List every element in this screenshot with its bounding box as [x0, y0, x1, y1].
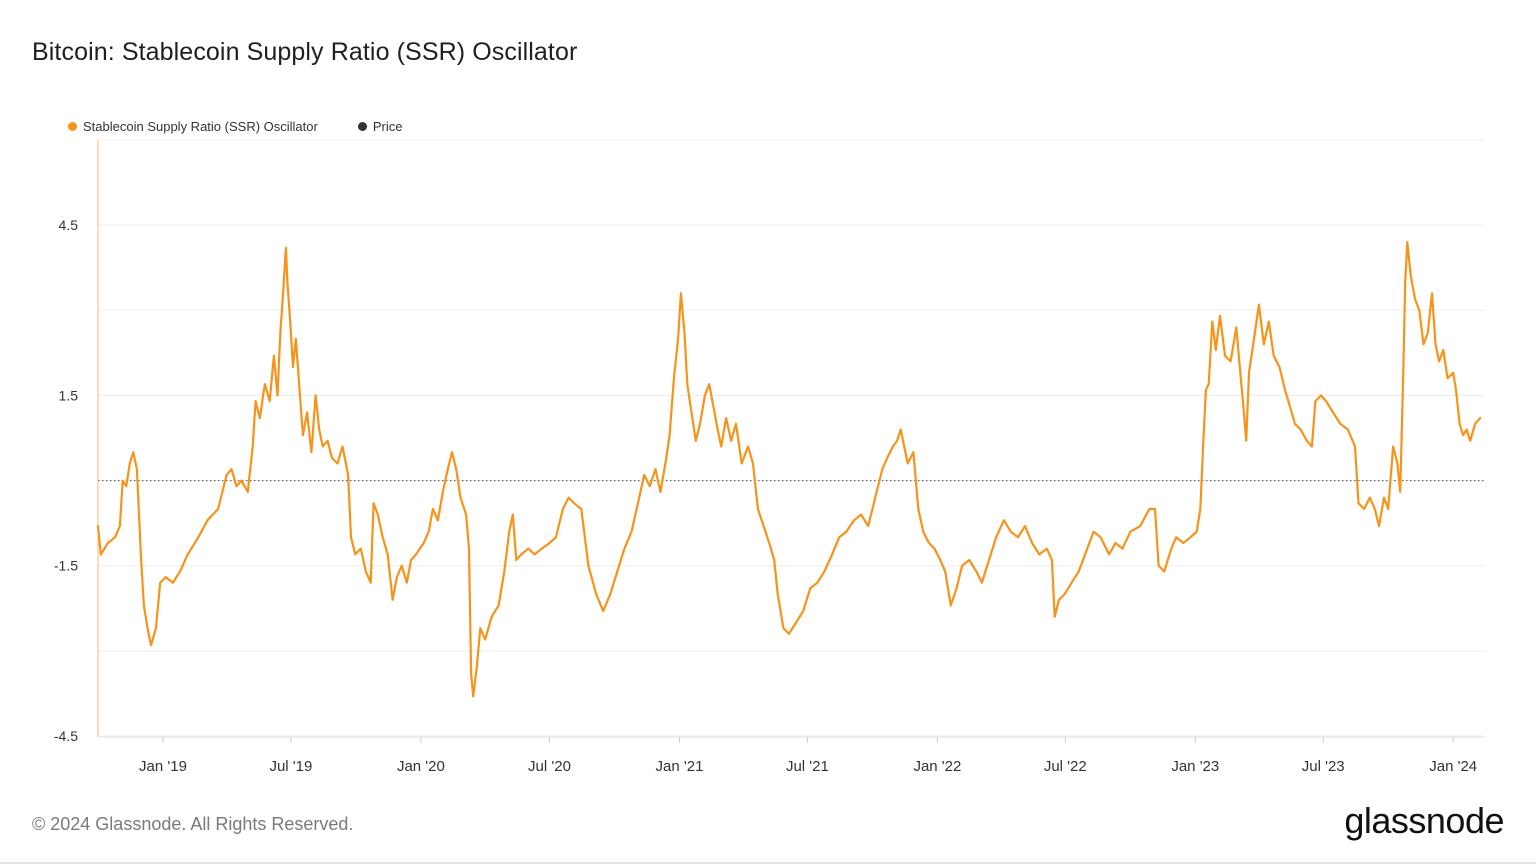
x-tick-label: Jan '22 — [913, 758, 961, 775]
chart-legend: Stablecoin Supply Ratio (SSR) Oscillator… — [68, 119, 442, 134]
x-tick-label: Jul '19 — [269, 758, 312, 775]
copyright-footer: © 2024 Glassnode. All Rights Reserved. — [32, 814, 354, 834]
legend-item-ssr[interactable]: Stablecoin Supply Ratio (SSR) Oscillator — [68, 119, 318, 134]
y-tick-label: -1.5 — [54, 558, 78, 574]
legend-label-price: Price — [372, 119, 403, 134]
x-tick-label: Jan '23 — [1171, 758, 1219, 775]
y-tick-label: 1.5 — [59, 387, 79, 403]
x-tick-label: Jan '24 — [1429, 758, 1477, 775]
y-tick-label: -4.5 — [54, 728, 78, 744]
legend-item-price[interactable]: Price — [357, 119, 403, 134]
legend-label-ssr: Stablecoin Supply Ratio (SSR) Oscillator — [83, 119, 318, 134]
y-tick-label: 4.5 — [59, 217, 79, 233]
legend-dot-price — [357, 122, 367, 131]
x-tick-label: Jul '23 — [1302, 758, 1345, 775]
x-tick-label: Jan '21 — [656, 758, 704, 775]
x-tick-label: Jul '21 — [786, 758, 829, 775]
bottom-divider — [0, 862, 1536, 864]
x-tick-label: Jul '20 — [528, 758, 571, 775]
series-line-ssr-oscillator — [96, 241, 1482, 698]
legend-dot-ssr — [68, 122, 77, 131]
chart-title: Bitcoin: Stablecoin Supply Ratio (SSR) O… — [32, 38, 578, 66]
x-tick-label: Jan '19 — [139, 758, 187, 775]
chart-plot-area[interactable]: 4.5 1.5 -1.5 -4.5 Jan '19 Jul '19 Jan '20 Jul '… — [0, 0, 1536, 800]
glassnode-logo: glassnode — [1344, 800, 1504, 841]
x-tick-label: Jan '20 — [397, 758, 445, 775]
x-tick-label: Jul '22 — [1044, 758, 1087, 775]
